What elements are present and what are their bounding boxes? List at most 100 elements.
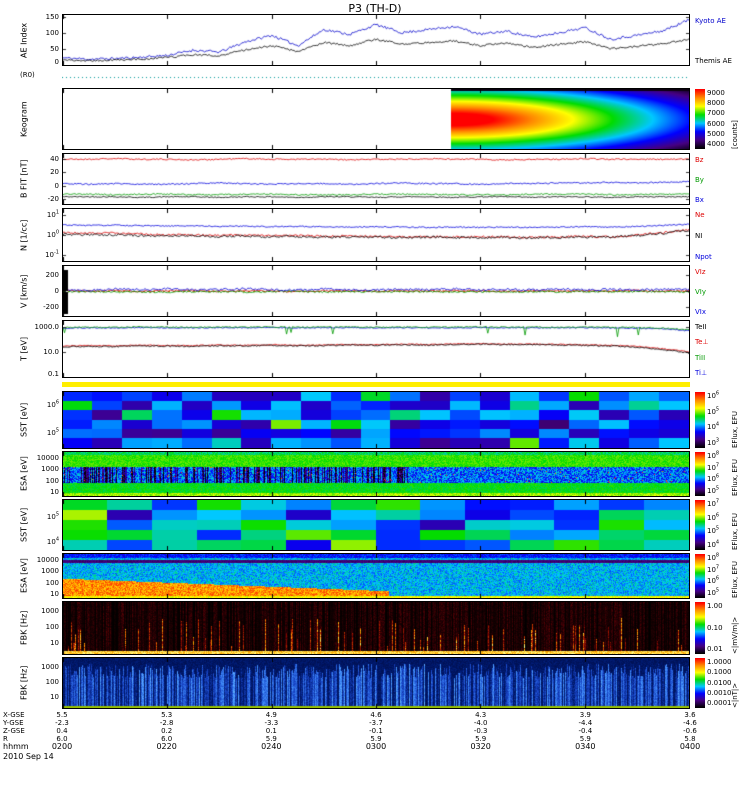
y-tick-label: -200 [43, 302, 59, 311]
colorbar-tick-label: 106 [707, 390, 720, 400]
y-tick-label: 101 [46, 209, 59, 220]
colorbar-tick-label: 0.0001 [707, 699, 732, 707]
density-canvas [63, 209, 689, 261]
colorbar-unit-label: EFlux, EFU [731, 513, 739, 550]
y-tick-label: 50 [50, 44, 59, 53]
trace-label: Ti⊥ [695, 369, 708, 377]
position-value: 0.4 [56, 727, 68, 735]
panel-fbk-bfield-spectrogram: FBK [Hz] 1000 100 10 1.0000 0.1000 0.0100 0.001… [20, 657, 739, 709]
strip-canvas [62, 70, 690, 84]
position-value: 3.9 [579, 711, 591, 719]
trace-label: By [695, 176, 704, 184]
y-tick-label: 10000 [36, 555, 59, 564]
y-tick-label: 100 [46, 229, 59, 239]
time-tick-label: 0320 [470, 742, 491, 751]
y-tick-label: 1000 [41, 607, 59, 616]
position-value: 0.2 [161, 727, 173, 735]
y-tick-label: 10-1 [45, 249, 59, 259]
colorbar-tick-label: 0.0100 [707, 678, 732, 687]
position-row-label: Y-GSE [3, 719, 24, 727]
position-value: 5.9 [475, 735, 487, 743]
colorbar-unit-label: <|mV/m|> [731, 616, 739, 654]
y-tick-label: 106 [46, 400, 59, 410]
position-value: 4.3 [475, 711, 487, 719]
y-tick-label: 100 [45, 623, 59, 632]
position-row-label: X-GSE [3, 711, 25, 719]
trace-label: VIz [695, 268, 706, 276]
position-value: -2.8 [159, 719, 174, 727]
plot-title: P3 (TH-D) [348, 2, 402, 15]
trace-label: VIx [695, 308, 706, 316]
time-tick-label: 0340 [575, 742, 596, 751]
colorbar [695, 452, 705, 496]
position-value: -0.4 [578, 727, 593, 735]
colorbar-tick-label: 107 [707, 564, 720, 574]
position-value: 5.3 [161, 711, 173, 719]
position-value: 5.8 [684, 735, 696, 743]
y-axis-label: (R0) [20, 71, 35, 79]
y-tick-label: 100 [45, 476, 59, 485]
colorbar-unit-label: EFlux, EFU [731, 459, 739, 496]
position-value: 5.9 [265, 735, 277, 743]
sst-electron-canvas [63, 500, 689, 550]
y-tick-label: 1000 [41, 465, 59, 474]
esa-ion-canvas [63, 452, 689, 496]
colorbar-tick-label: 106 [707, 512, 720, 522]
trace-label: TiII [695, 353, 706, 362]
colorbar-unit-label: [counts] [731, 120, 739, 149]
panel-keogram: Keogram 9000 8000 7000 6000 5000 4000 [counts] [20, 88, 739, 150]
colorbar-tick-label: 104 [707, 539, 720, 549]
panel-magnetic-field: B FIT [nT] -20 0 20 40 Bz By Bx [20, 153, 704, 205]
colorbar-tick-label: 1.00 [707, 602, 723, 610]
colorbar-tick-label: 108 [707, 450, 720, 460]
y-tick-label: 10.0 [43, 347, 59, 356]
y-tick-label: 150 [45, 13, 59, 21]
y-tick-label: 40 [50, 155, 59, 164]
panel-sst-ion-spectrogram: SST [eV] 106 105 106 105 104 103 EFlux, EFU [20, 391, 739, 449]
trace-label: VIy [695, 288, 706, 296]
trace-label: Bx [695, 196, 704, 204]
panel-availability-strip: (R0) [20, 70, 690, 84]
trace-label: Kyoto AE [695, 17, 726, 25]
y-tick-label: 100 [45, 28, 59, 37]
colorbar-tick-label: 103 [707, 437, 720, 447]
y-tick-label: 10 [50, 590, 59, 599]
date-label: 2010 Sep 14 [3, 752, 54, 761]
colorbar-tick-label: 9000 [707, 89, 725, 97]
position-value: 5.9 [370, 735, 382, 743]
y-tick-label: 1000 [41, 663, 59, 672]
position-value: 4.6 [370, 711, 382, 719]
position-value: -4.4 [578, 719, 593, 727]
time-tick-label: 0300 [365, 742, 387, 751]
position-value: 5.9 [579, 735, 591, 743]
position-value: -0.3 [473, 727, 488, 735]
y-tick-label: 1000.0 [34, 322, 60, 331]
time-tick-label: 0400 [679, 742, 701, 751]
trace-label: Bz [695, 156, 704, 164]
colorbar-tick-label: 0.10 [707, 623, 723, 632]
position-value: 0.1 [265, 727, 277, 735]
colorbar-tick-label: 6000 [707, 119, 725, 128]
y-tick-label: 100 [45, 678, 59, 687]
position-row-label: R [3, 735, 8, 743]
y-tick-label: 105 [46, 512, 59, 522]
trace-label: Te⊥ [695, 338, 709, 347]
colorbar-tick-label: 105 [707, 485, 720, 495]
position-value: -3.3 [264, 719, 279, 727]
position-value: -2.3 [55, 719, 69, 727]
colorbar-tick-label: 104 [707, 422, 720, 432]
colorbar-tick-label: 4000 [707, 140, 725, 148]
position-value: 6.0 [56, 735, 68, 743]
colorbar-tick-label: 0.0010 [707, 688, 732, 697]
colorbar [695, 554, 705, 598]
fbk-efield-canvas [63, 602, 689, 654]
colorbar-unit-label: EFlux, EFU [731, 561, 739, 598]
temperature-canvas [63, 321, 689, 377]
colorbar-tick-label: 0.01 [707, 645, 723, 653]
time-axis-label: hhmm [3, 742, 29, 751]
bfit-canvas [63, 154, 689, 204]
y-tick-label: 0 [54, 181, 59, 190]
position-value: -4.6 [683, 719, 697, 727]
colorbar-tick-label: 105 [707, 406, 720, 416]
